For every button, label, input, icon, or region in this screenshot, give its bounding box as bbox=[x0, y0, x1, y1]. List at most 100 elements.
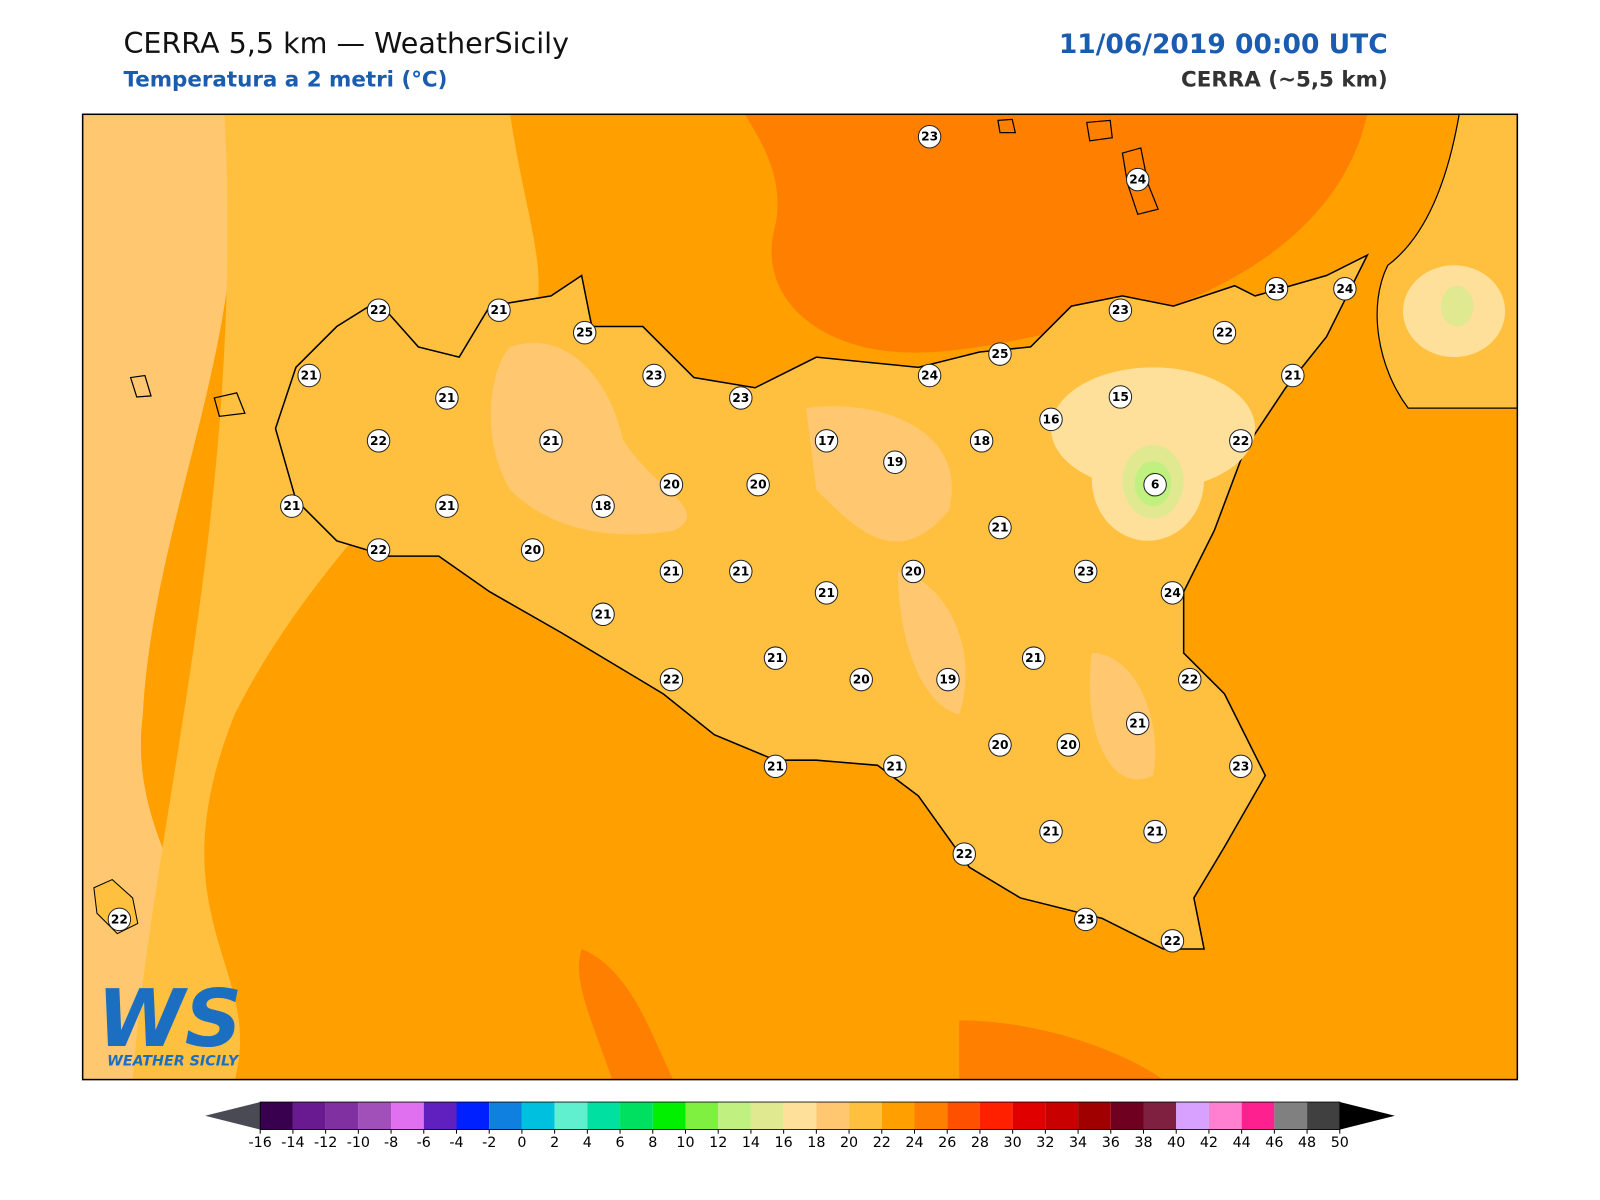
colorbar-segment bbox=[1012, 1102, 1046, 1130]
colorbar-tick-label: -14 bbox=[281, 1135, 304, 1151]
colorbar-tick-label: 22 bbox=[873, 1135, 891, 1151]
station-value: 20 bbox=[1060, 738, 1077, 752]
colorbar-segment bbox=[816, 1102, 850, 1130]
colorbar-segment bbox=[358, 1102, 392, 1130]
datetime: 11/06/2019 00:00 UTC bbox=[1059, 29, 1388, 60]
station-marker bbox=[936, 667, 960, 692]
station-marker bbox=[988, 515, 1012, 540]
colorbar-tick-label: 12 bbox=[709, 1135, 727, 1151]
station-value: 21 bbox=[1025, 651, 1042, 665]
colorbar-segment bbox=[456, 1102, 490, 1130]
colorbar-tick-label: 6 bbox=[616, 1135, 625, 1151]
station-marker bbox=[1264, 277, 1289, 301]
colorbar-tick-label: -12 bbox=[314, 1135, 337, 1151]
station-marker bbox=[1178, 667, 1202, 692]
station-value: 21 bbox=[438, 391, 455, 405]
station-value: 23 bbox=[732, 391, 749, 405]
field bbox=[82, 114, 239, 1080]
station-marker bbox=[1143, 819, 1167, 844]
station-value: 21 bbox=[886, 759, 903, 773]
colorbar-tick-label: -8 bbox=[384, 1135, 398, 1151]
station-marker bbox=[729, 386, 753, 410]
colorbar-tick-label: 4 bbox=[583, 1135, 592, 1151]
colorbar-segment bbox=[521, 1102, 555, 1130]
logo-mark: WS bbox=[97, 972, 242, 1065]
colorbar-tick-label: 8 bbox=[648, 1135, 657, 1151]
colorbar-segment bbox=[260, 1102, 293, 1130]
station-marker bbox=[366, 298, 391, 322]
station-value: 22 bbox=[111, 912, 128, 926]
field bbox=[578, 948, 1164, 1080]
colorbar-tick-label: 50 bbox=[1331, 1135, 1349, 1151]
station-value: 21 bbox=[543, 434, 560, 448]
station-marker bbox=[1039, 407, 1063, 432]
station-marker bbox=[952, 842, 977, 866]
colorbar-tick-label: 16 bbox=[775, 1135, 793, 1151]
station-value: 21 bbox=[732, 564, 749, 578]
station-marker bbox=[659, 667, 684, 692]
colorbar-tick-label: 26 bbox=[938, 1135, 956, 1151]
colorbar-tick-label: 34 bbox=[1069, 1135, 1087, 1151]
stations: 22 21 25 21 21 23 23 23 24 23 24 23 22 25 24 21 15 16 18 22… bbox=[107, 124, 1357, 953]
station-value: 22 bbox=[1216, 326, 1233, 340]
station-marker bbox=[763, 754, 788, 779]
station-marker bbox=[659, 472, 684, 497]
station-value: 21 bbox=[438, 499, 455, 513]
colorbar-segment bbox=[881, 1102, 915, 1130]
colorbar-tick-label: 38 bbox=[1134, 1135, 1152, 1151]
colorbar-segment bbox=[1176, 1102, 1209, 1130]
field bbox=[744, 114, 1368, 353]
station-marker bbox=[366, 538, 391, 562]
station-value: 20 bbox=[524, 543, 541, 557]
station-value: 21 bbox=[818, 586, 835, 600]
station-value: 20 bbox=[853, 673, 870, 687]
station-marker bbox=[969, 429, 994, 453]
colorbar-frame bbox=[259, 1101, 1341, 1130]
colorbar-tick-label: 36 bbox=[1102, 1135, 1120, 1151]
station-marker bbox=[1160, 581, 1185, 605]
station-value: 16 bbox=[1042, 412, 1059, 426]
colorbar-segment bbox=[750, 1102, 784, 1130]
colorbar-segment bbox=[587, 1102, 621, 1130]
station-marker bbox=[1229, 754, 1253, 779]
station-value: 21 bbox=[283, 499, 300, 513]
colorbar-segment bbox=[1045, 1102, 1079, 1130]
station-marker bbox=[591, 494, 615, 518]
colorbar-tick-label: 28 bbox=[971, 1135, 989, 1151]
station-marker bbox=[729, 559, 753, 584]
colorbar-tick-label: -2 bbox=[482, 1135, 496, 1151]
station-marker bbox=[539, 429, 563, 453]
station-value: 24 bbox=[1164, 586, 1181, 600]
station-marker bbox=[814, 429, 839, 453]
station-value: 24 bbox=[1129, 173, 1146, 187]
colorbar-segment bbox=[1110, 1102, 1144, 1130]
station-value: 21 bbox=[490, 303, 507, 317]
station-value: 20 bbox=[991, 738, 1008, 752]
station-value: 25 bbox=[991, 347, 1008, 361]
model: CERRA (~5,5 km) bbox=[1181, 68, 1388, 93]
island bbox=[129, 118, 1159, 417]
colorbar-tick-label: 32 bbox=[1036, 1135, 1054, 1151]
station-value: 21 bbox=[663, 564, 680, 578]
station-value: 18 bbox=[973, 434, 990, 448]
colorbar-segment bbox=[849, 1102, 882, 1130]
station-marker bbox=[1281, 363, 1305, 388]
station-value: 23 bbox=[1077, 912, 1094, 926]
station-marker bbox=[487, 298, 511, 322]
station-marker bbox=[917, 363, 942, 388]
station-marker bbox=[1073, 907, 1098, 932]
colorbar-segment bbox=[783, 1102, 817, 1130]
colorbar-segment bbox=[391, 1102, 424, 1130]
station-marker bbox=[107, 907, 132, 932]
station-marker bbox=[435, 494, 459, 518]
station-marker bbox=[1021, 646, 1046, 670]
station-marker bbox=[1229, 429, 1253, 453]
colorbar-tick-label: 30 bbox=[1004, 1135, 1022, 1151]
station-value: 23 bbox=[1232, 759, 1249, 773]
station-marker bbox=[1333, 277, 1357, 301]
station-marker bbox=[366, 429, 391, 453]
station-value: 6 bbox=[1151, 478, 1160, 492]
colorbar-segment bbox=[325, 1102, 359, 1130]
colorbar-tick-label: -16 bbox=[249, 1135, 272, 1151]
station-value: 17 bbox=[818, 434, 835, 448]
